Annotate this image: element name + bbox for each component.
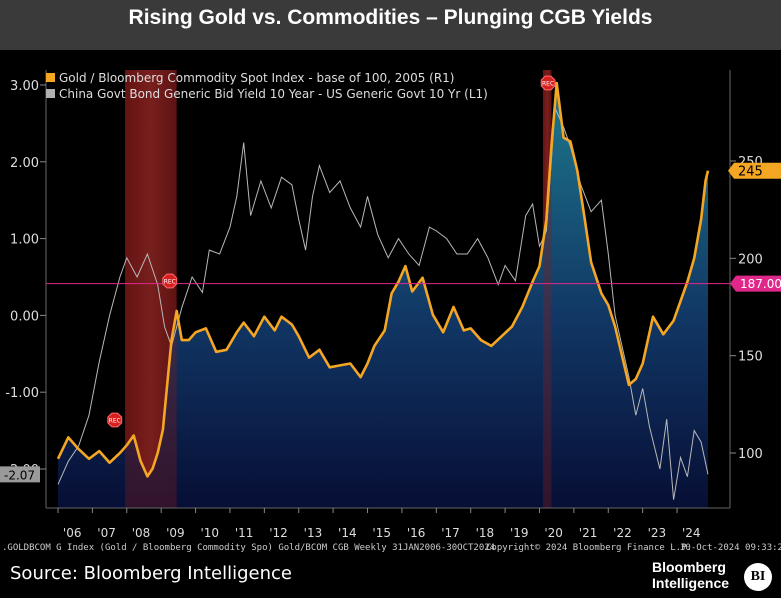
chart-area: 187.00 REC REC REC 3.00 2.00 1.00 0.00 -1.00 -2.0… [0, 62, 781, 540]
legend-swatch-spread [46, 89, 55, 98]
legend-label-gold: Gold / Bloomberg Commodity Spot Index - … [59, 71, 455, 85]
recession-marker-2 [540, 75, 556, 91]
gold-last-value-tag [728, 162, 781, 179]
x-axis-label-3: '09 [166, 526, 185, 540]
reference-line-tag [730, 275, 781, 292]
recession-marker-label-0: REC [109, 418, 121, 425]
legend-label-spread: China Govt Bond Generic Bid Yield 10 Yea… [59, 87, 488, 101]
x-axis-label-8: '14 [338, 526, 357, 540]
x-axis-label-13: '19 [510, 526, 529, 540]
x-axis-label-11: '17 [441, 526, 460, 540]
bi-logo-icon: BI [744, 563, 772, 591]
brand-line-2: Intelligence [652, 575, 730, 591]
recession-overlay-0 [125, 70, 177, 508]
brand-name: Bloomberg Intelligence [652, 559, 729, 591]
recession-marker-0 [107, 412, 123, 428]
x-axis-label-0: '06 [63, 526, 82, 540]
x-axis-label-12: '18 [476, 526, 495, 540]
footer-timestamp: 30-Oct-2024 09:33:22 [680, 543, 781, 553]
left-axis-label-2: 1.00 [10, 233, 39, 248]
x-axis-label-2: '08 [132, 526, 151, 540]
x-axis-label-4: '10 [200, 526, 219, 540]
x-axis-label-15: '21 [579, 526, 598, 540]
x-axis-label-10: '16 [407, 526, 426, 540]
recession-overlay-1 [542, 70, 552, 508]
legend-item-spread: China Govt Bond Generic Bid Yield 10 Yea… [46, 86, 488, 102]
title-bar: Rising Gold vs. Commodities – Plunging C… [0, 0, 781, 50]
source-note: Source: Bloomberg Intelligence [10, 563, 292, 584]
x-axis-label-9: '15 [372, 526, 391, 540]
left-axis-label-3: 0.00 [10, 309, 39, 324]
left-axis-label-0: 3.00 [10, 79, 39, 94]
x-axis-label-17: '23 [648, 526, 667, 540]
series-line-spread [57, 107, 709, 500]
legend-swatch-gold [46, 73, 55, 82]
x-axis-label-7: '13 [304, 526, 323, 540]
x-axis-label-18: '24 [682, 526, 701, 540]
right-axis-label-1: 200 [738, 252, 763, 267]
gold-area-fill [58, 83, 708, 508]
brand-line-1: Bloomberg [652, 559, 726, 575]
chart-title: Rising Gold vs. Commodities – Plunging C… [128, 6, 653, 29]
right-axis-label-2: 150 [738, 350, 763, 365]
left-axis-label-4: -1.00 [5, 386, 39, 401]
left-axis-label-1: 2.00 [10, 156, 39, 171]
right-axis-label-3: 100 [738, 447, 763, 462]
x-axis-label-1: '07 [97, 526, 116, 540]
gold-last-value-label: 245 [738, 165, 763, 180]
recession-marker-1 [162, 273, 178, 289]
series-line-gold [56, 81, 710, 478]
chart-svg: 187.00 REC REC REC 3.00 2.00 1.00 0.00 -1.00 -2.0… [0, 70, 781, 540]
recession-marker-label-1: REC [164, 279, 176, 286]
reference-line-label: 187.00 [740, 277, 781, 291]
spread-last-value-label: -2.07 [4, 468, 35, 482]
chart-legend: Gold / Bloomberg Commodity Spot Index - … [46, 70, 488, 102]
x-axis-label-14: '20 [544, 526, 563, 540]
legend-item-gold: Gold / Bloomberg Commodity Spot Index - … [46, 70, 488, 86]
footer-ticker-text: .GOLDBCOM G Index (Gold / Bloomberg Comm… [2, 543, 496, 553]
x-axis-label-5: '11 [235, 526, 254, 540]
footer-ticker-line: .GOLDBCOM G Index (Gold / Bloomberg Comm… [0, 540, 781, 556]
spread-last-value-tag [0, 466, 40, 483]
recession-marker-label-2: REC [542, 81, 554, 88]
x-axis-label-6: '12 [269, 526, 288, 540]
x-axis-label-16: '22 [613, 526, 632, 540]
footer-copyright: Copyright© 2024 Bloomberg Finance L.P. [486, 543, 692, 553]
